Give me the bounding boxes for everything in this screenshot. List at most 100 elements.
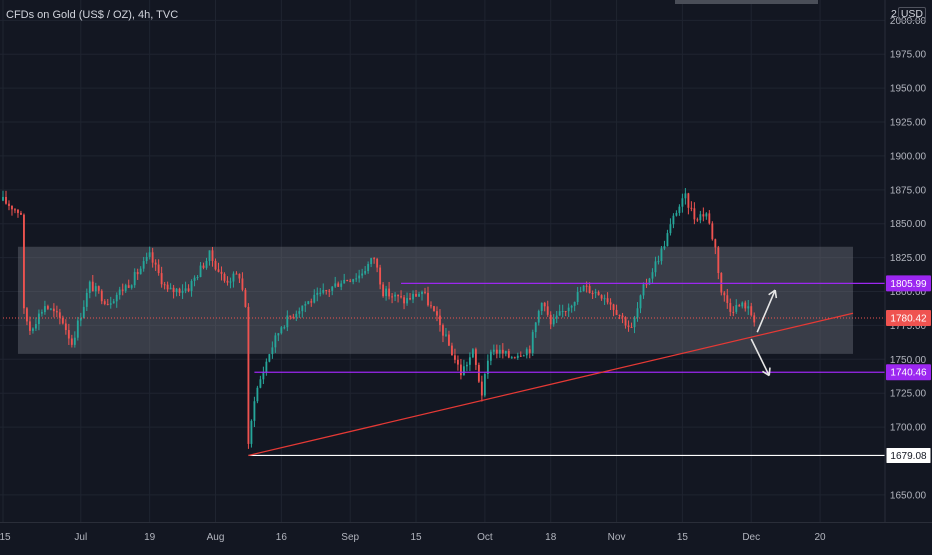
candle-body [178, 288, 181, 293]
candle-body [424, 291, 426, 293]
drawings[interactable] [3, 282, 885, 457]
candle-body [468, 357, 471, 365]
candle-body [238, 273, 241, 279]
consolidation-range-box [17, 246, 854, 354]
candle-body [184, 288, 187, 291]
time-tick-label: 15 [677, 532, 689, 543]
candle-body [516, 355, 519, 358]
candle-body [202, 265, 205, 268]
candle-body [319, 292, 322, 294]
candle-body [609, 302, 612, 305]
candle-body [61, 317, 64, 324]
candle-body [283, 327, 286, 329]
candle-body [17, 209, 19, 213]
candle-body [753, 315, 756, 323]
candle-body [265, 361, 268, 372]
candle-body [169, 287, 172, 290]
currency-unit[interactable]: USD [897, 7, 927, 21]
candle-body [349, 280, 352, 282]
candle-body [343, 279, 346, 284]
candle-body [543, 302, 546, 307]
candle-body [376, 258, 379, 268]
top-toolbar-panel[interactable] [675, 0, 818, 4]
candle-body [382, 284, 385, 297]
candle-body [181, 290, 184, 293]
candle-body [127, 285, 130, 288]
candle-body [352, 279, 355, 282]
candle-body [477, 364, 480, 382]
candle-body [433, 306, 435, 312]
candle-body [471, 349, 474, 358]
candle-body [687, 193, 690, 208]
candle-body [49, 308, 52, 310]
arrow-down-head [768, 367, 771, 376]
candle-body [115, 294, 118, 302]
price-tick-label: 1750.00 [890, 355, 927, 366]
price-badge-support [886, 364, 931, 381]
candle-body [528, 349, 531, 353]
candle-body [483, 373, 486, 396]
candle-body [507, 351, 510, 358]
candle-body [618, 314, 621, 316]
candle-body [157, 264, 160, 274]
candle-body [235, 273, 238, 275]
candle-body [729, 303, 732, 312]
candle-body [501, 349, 504, 354]
candle-body [322, 289, 325, 293]
candle-body [271, 347, 274, 355]
candle-body [79, 317, 82, 321]
candle-body [259, 379, 262, 388]
candle-body [612, 304, 615, 310]
price-tick-label: 1875.00 [890, 185, 927, 196]
candle-body [519, 355, 522, 357]
price-badge-label-august-low: 1679.08 [890, 451, 927, 462]
symbol-title: CFDs on Gold (US$ / OZ), 4h, TVC [6, 9, 179, 21]
candle-body [639, 295, 642, 309]
price-tick-label: 1825.00 [890, 253, 927, 264]
candle-body [720, 273, 723, 293]
candle-body [91, 281, 94, 292]
price-tick-label: 1800.00 [890, 287, 927, 298]
price-tick-label: 1700.00 [890, 423, 927, 434]
candle-body [457, 359, 459, 365]
candle-body [684, 193, 687, 199]
candle-body [582, 285, 585, 292]
candle-body [43, 306, 46, 313]
price-tick-label: 1850.00 [890, 219, 927, 230]
candle-body [669, 224, 672, 234]
candle-body [406, 298, 408, 304]
candle-body [525, 349, 528, 356]
candle-body [106, 304, 109, 306]
candle-body [412, 293, 414, 300]
candle-body [630, 326, 633, 328]
candle-body [427, 292, 429, 306]
price-axis[interactable]: 2000.00 1975.00 1950.00 1925.00 1900.00 1875.… [884, 0, 932, 550]
time-axis[interactable]: 15 Jul 19 Aug 16 Sep 15 Oct 18 Nov 15 Dec 20 [0, 522, 932, 551]
candle-body [702, 214, 705, 217]
candle-body [316, 292, 319, 295]
candle-body [244, 289, 247, 307]
candle-body [666, 233, 669, 247]
candle-body [430, 305, 432, 307]
candle-body [418, 294, 420, 297]
candle-body [361, 273, 364, 276]
candle-body [717, 247, 720, 274]
candle-body [522, 355, 525, 357]
candle-body [400, 296, 402, 298]
candle-body [346, 279, 349, 281]
currency-badge[interactable]: 2 USD [891, 6, 927, 22]
arrow-down-head [762, 370, 770, 377]
candle-body [462, 366, 465, 376]
candle-body [531, 332, 534, 353]
candle-body [190, 280, 193, 291]
candle-body [151, 252, 154, 263]
candle-body [226, 280, 229, 283]
candle-body [286, 315, 289, 328]
candle-body [103, 301, 106, 305]
candle-body [726, 295, 729, 304]
price-badge-label-current-price: 1780.42 [890, 314, 927, 325]
candle-body [738, 305, 741, 307]
candle-body [403, 297, 405, 304]
